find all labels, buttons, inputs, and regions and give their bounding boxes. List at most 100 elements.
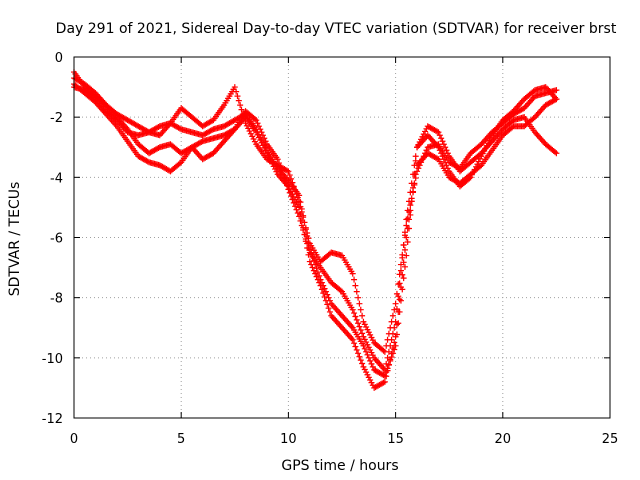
data-point — [250, 135, 257, 142]
data-point — [407, 189, 414, 196]
data-point — [292, 187, 299, 194]
data-point — [420, 131, 427, 138]
data-point — [325, 305, 332, 312]
data-point — [383, 360, 390, 367]
data-point — [247, 130, 254, 137]
data-point — [466, 175, 473, 182]
data-point — [400, 275, 407, 282]
data-point — [364, 326, 371, 333]
data-point — [553, 150, 560, 157]
data-point — [349, 306, 356, 313]
data-point — [420, 153, 427, 160]
data-point — [482, 145, 489, 152]
data-point — [349, 336, 356, 343]
data-point — [369, 363, 376, 370]
data-point — [321, 285, 328, 292]
y-tick-label: -8 — [50, 292, 63, 307]
data-point — [357, 306, 364, 313]
data-point — [309, 264, 316, 271]
data-point — [444, 165, 451, 172]
data-point — [298, 208, 305, 215]
data-point — [361, 345, 368, 352]
data-point — [530, 115, 537, 122]
x-tick-label: 5 — [177, 432, 185, 447]
data-point — [385, 361, 392, 368]
data-point — [470, 169, 477, 176]
data-point — [293, 199, 300, 206]
data-point — [553, 96, 560, 103]
data-point — [467, 174, 474, 181]
data-point — [297, 203, 304, 210]
data-point — [286, 172, 293, 179]
data-point — [410, 171, 417, 178]
data-point — [351, 310, 358, 317]
data-point — [477, 155, 484, 162]
data-point — [284, 167, 291, 174]
data-point — [434, 128, 441, 135]
data-point — [415, 165, 422, 172]
data-point — [359, 312, 366, 319]
data-point — [155, 123, 162, 130]
data-point — [438, 135, 445, 142]
data-point — [288, 193, 295, 200]
data-point — [360, 342, 367, 349]
data-point — [316, 279, 323, 286]
data-point — [442, 144, 449, 151]
data-point — [388, 318, 395, 325]
data-point — [353, 346, 360, 353]
data-point — [369, 337, 376, 344]
data-point — [365, 374, 372, 381]
data-point — [363, 348, 370, 355]
data-point — [393, 321, 400, 328]
data-point — [258, 129, 265, 136]
data-point — [368, 349, 375, 356]
data-point — [254, 131, 261, 138]
data-point — [316, 272, 323, 279]
data-point — [351, 340, 358, 347]
data-point — [238, 106, 245, 113]
data-point — [361, 366, 368, 373]
data-point — [324, 301, 331, 308]
data-point — [408, 195, 415, 202]
data-point — [294, 194, 301, 201]
data-point — [155, 145, 162, 152]
data-point — [383, 342, 390, 349]
data-point — [481, 148, 488, 155]
data-point — [290, 193, 297, 200]
data-point — [367, 346, 374, 353]
data-point — [253, 117, 260, 124]
data-point — [356, 353, 363, 360]
data-point — [399, 251, 406, 258]
data-point — [368, 379, 375, 386]
data-point — [322, 297, 329, 304]
data-point — [243, 122, 250, 129]
data-point — [294, 210, 301, 217]
data-point — [552, 149, 559, 156]
data-point — [308, 261, 315, 268]
data-point — [290, 199, 297, 206]
data-point — [352, 343, 359, 350]
data-point — [353, 316, 360, 323]
data-point — [471, 166, 478, 173]
data-point — [369, 352, 376, 359]
data-point — [257, 126, 264, 133]
data-point — [439, 153, 446, 160]
data-point — [407, 202, 414, 209]
data-point — [293, 190, 300, 197]
data-point — [301, 219, 308, 226]
x-tick-label: 20 — [495, 432, 512, 447]
data-point — [368, 360, 375, 367]
data-point — [368, 334, 375, 341]
x-axis-label: GPS time / hours — [281, 458, 398, 474]
data-point — [412, 175, 419, 182]
data-point — [468, 171, 475, 178]
data-point — [305, 235, 312, 242]
data-point — [361, 321, 368, 328]
data-point — [406, 208, 412, 215]
data-point — [380, 379, 387, 386]
data-point — [380, 372, 387, 379]
marks-layer — [71, 69, 560, 391]
data-point — [241, 115, 248, 122]
data-point — [403, 216, 410, 223]
data-point — [416, 162, 423, 169]
